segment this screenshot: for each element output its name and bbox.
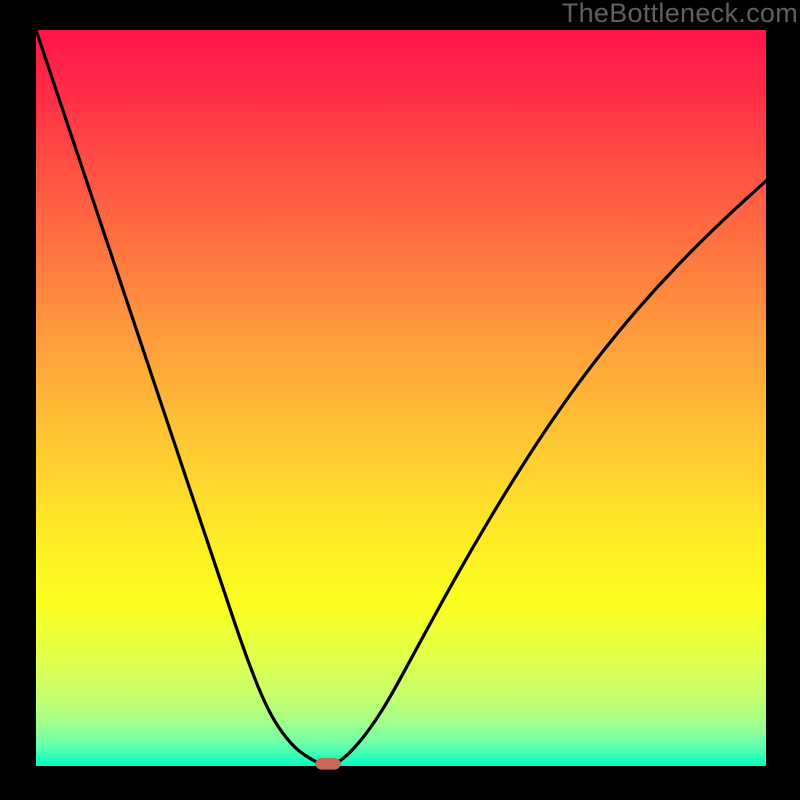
optimum-marker [36,30,766,766]
chart-wrapper: TheBottleneck.com [0,0,800,800]
optimum-marker-shape [315,758,341,770]
plot-area [36,30,766,766]
watermark-text: TheBottleneck.com [562,0,798,29]
